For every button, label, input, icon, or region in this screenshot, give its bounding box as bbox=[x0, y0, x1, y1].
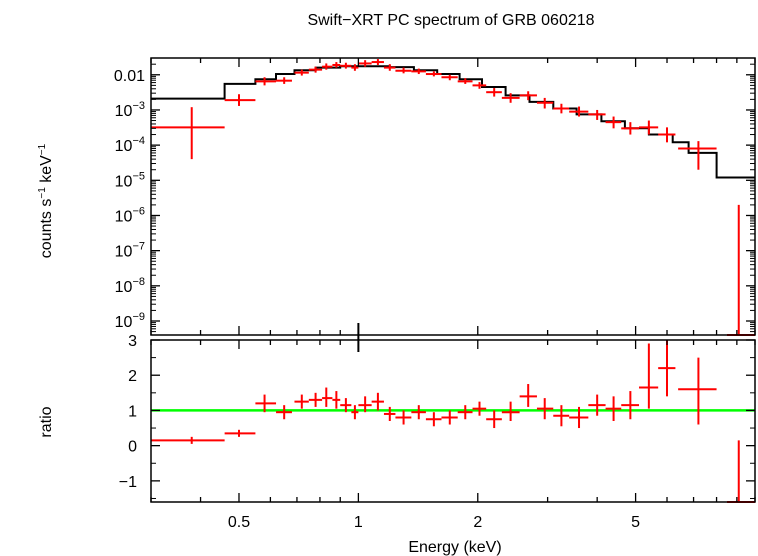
data-point bbox=[457, 78, 473, 84]
ratio-point bbox=[224, 429, 256, 437]
ratio-panel-frame bbox=[150, 339, 756, 503]
spectrum-panel-ticks: 0.01 10−3 10−4 10−5 10−6 10−7 10−8 10−9 bbox=[114, 57, 756, 352]
ratio-point bbox=[621, 391, 640, 420]
ratio-point bbox=[678, 357, 717, 425]
data-point bbox=[340, 62, 352, 69]
data-point bbox=[411, 68, 426, 75]
y-tick-label: −1 bbox=[119, 474, 137, 491]
ratio-point bbox=[472, 401, 487, 416]
ratio-point bbox=[486, 410, 502, 429]
data-point bbox=[224, 94, 256, 106]
y-tick-label: 10−7 bbox=[115, 241, 145, 261]
ratio-point bbox=[322, 387, 333, 407]
x-tick-label: 5 bbox=[631, 514, 640, 531]
ratio-panel-ticks: 0.5 1 2 5 −1 0 1 2 3 bbox=[119, 333, 756, 531]
y-tick-label: 2 bbox=[128, 368, 137, 385]
chart-title: Swift−XRT PC spectrum of GRB 060218 bbox=[307, 12, 594, 29]
ratio-point bbox=[639, 343, 659, 409]
ratio-series bbox=[151, 340, 755, 503]
ratio-point bbox=[457, 405, 473, 420]
x-tick-label: 1 bbox=[354, 514, 363, 531]
model-series bbox=[151, 65, 755, 179]
data-series bbox=[151, 59, 755, 336]
data-point bbox=[486, 88, 502, 97]
y-tick-label: 10−8 bbox=[115, 276, 145, 296]
data-point bbox=[472, 82, 487, 89]
ratio-point bbox=[536, 398, 554, 420]
data-point bbox=[536, 97, 554, 109]
y-tick-label: 0.01 bbox=[114, 68, 145, 85]
y-tick-label: 10−3 bbox=[115, 100, 145, 120]
x-axis-label: Energy (keV) bbox=[408, 539, 501, 556]
model-step-line bbox=[151, 65, 755, 179]
data-point bbox=[678, 141, 717, 170]
data-point bbox=[501, 93, 520, 103]
data-point bbox=[569, 106, 589, 117]
data-point bbox=[395, 67, 412, 74]
x-tick-label: 2 bbox=[473, 514, 482, 531]
ratio-point bbox=[605, 396, 622, 421]
ratio-point bbox=[553, 405, 570, 427]
ratio-point bbox=[658, 340, 676, 397]
ratio-point bbox=[383, 406, 396, 421]
data-point bbox=[294, 69, 309, 76]
spectrum-y-axis-label: counts s−1 keV−1 bbox=[37, 143, 55, 258]
data-point bbox=[658, 127, 676, 143]
data-point bbox=[605, 116, 622, 129]
data-point bbox=[151, 107, 225, 160]
data-point bbox=[588, 109, 606, 120]
ratio-point bbox=[588, 394, 606, 416]
ratio-point bbox=[255, 394, 277, 413]
data-point bbox=[553, 103, 570, 114]
ratio-point bbox=[276, 405, 292, 420]
ratio-point bbox=[441, 410, 458, 425]
data-point bbox=[519, 91, 537, 101]
data-point bbox=[358, 60, 372, 67]
ratio-panel: 0.5 1 2 5 −1 0 1 2 3 bbox=[119, 333, 756, 531]
ratio-point bbox=[371, 392, 384, 411]
data-point bbox=[332, 62, 341, 68]
ratio-point bbox=[501, 401, 520, 421]
ratio-point bbox=[395, 410, 412, 425]
y-tick-label: 0 bbox=[128, 439, 137, 456]
data-point bbox=[308, 66, 323, 73]
x-tick-label: 0.5 bbox=[228, 514, 250, 531]
y-tick-label: 10−5 bbox=[115, 170, 145, 190]
ratio-point bbox=[332, 391, 341, 409]
data-point bbox=[639, 120, 659, 135]
ratio-point bbox=[358, 396, 372, 413]
y-tick-label: 10−4 bbox=[115, 135, 145, 155]
ratio-point bbox=[294, 394, 309, 409]
data-point bbox=[621, 122, 640, 135]
ratio-point bbox=[340, 398, 352, 413]
data-point bbox=[351, 64, 359, 71]
y-tick-label: 1 bbox=[128, 403, 137, 420]
data-point bbox=[322, 63, 333, 70]
data-point bbox=[255, 77, 277, 86]
ratio-point bbox=[425, 412, 442, 427]
data-point bbox=[727, 204, 755, 336]
data-point bbox=[371, 59, 384, 65]
ratio-point bbox=[308, 392, 323, 407]
ratio-point bbox=[569, 406, 589, 429]
y-tick-label: 3 bbox=[128, 333, 137, 350]
data-point bbox=[276, 77, 292, 84]
y-tick-label: 10−9 bbox=[115, 311, 145, 331]
ratio-point bbox=[351, 405, 359, 420]
data-point bbox=[425, 71, 442, 77]
y-tick-label: 10−6 bbox=[115, 205, 145, 225]
ratio-point bbox=[519, 384, 537, 407]
data-point bbox=[383, 64, 396, 71]
spectrum-panel: 0.01 10−3 10−4 10−5 10−6 10−7 10−8 10−9 bbox=[114, 57, 756, 352]
ratio-y-axis-label: ratio bbox=[38, 406, 55, 437]
spectrum-panel-frame bbox=[150, 57, 756, 336]
ratio-point bbox=[411, 405, 426, 420]
data-point bbox=[441, 74, 458, 81]
ratio-point bbox=[727, 440, 755, 503]
ratio-point bbox=[151, 436, 225, 444]
